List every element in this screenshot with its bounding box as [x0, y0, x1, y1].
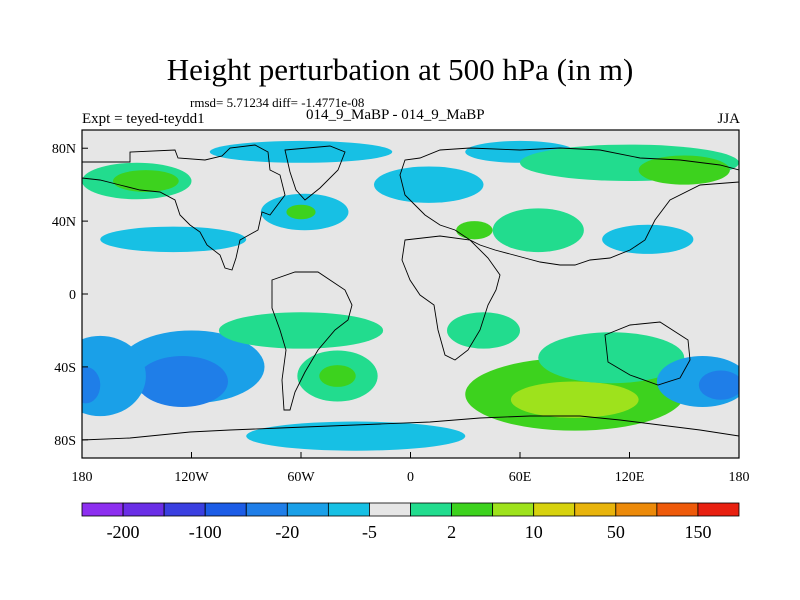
- colorbar-label: -5: [362, 522, 377, 542]
- colorbar-label: 50: [607, 522, 625, 542]
- contour-region-11: [492, 208, 584, 253]
- colorbar: -200 -100 -20 -5 2 10 50 150: [81, 502, 740, 542]
- colorbar-swatch-6: [327, 502, 370, 517]
- contour-region-14: [136, 355, 228, 407]
- colorbar-swatch-13: [615, 502, 658, 517]
- contour-region-18: [82, 335, 146, 417]
- season-label: JJA: [717, 111, 740, 127]
- colorbar-swatch-0: [81, 502, 124, 517]
- coastline-antarctica: [82, 415, 739, 441]
- contour-region-22: [510, 381, 639, 418]
- colorbar-label: 2: [447, 522, 456, 542]
- contour-region-2: [113, 170, 179, 192]
- contour-fill: [82, 140, 739, 451]
- contour-region-26: [246, 421, 466, 451]
- colorbar-swatch-7: [369, 502, 411, 517]
- contour-region-0: [209, 140, 393, 163]
- stats-label: rmsd= 5.71234 diff= -1.4771e-08: [190, 95, 365, 110]
- colorbar-swatch-5: [286, 502, 329, 517]
- coastline-africa: [401, 235, 501, 361]
- coastline-eurasia: [399, 147, 739, 266]
- contour-region-19: [82, 366, 101, 404]
- coastlines: [82, 144, 739, 441]
- contour-region-4: [286, 204, 316, 220]
- contour-region-12: [602, 224, 694, 254]
- lon-tick-label: 60W: [287, 470, 315, 485]
- colorbar-swatch-3: [204, 502, 247, 517]
- colorbar-swatch-11: [533, 502, 576, 517]
- map-area: [82, 130, 739, 458]
- contour-region-9: [638, 155, 730, 185]
- coastline-south-america: [271, 271, 353, 411]
- colorbar-swatch-2: [163, 502, 206, 517]
- colorbar-swatch-1: [122, 502, 165, 517]
- colorbar-label: -200: [107, 522, 140, 542]
- colorbar-swatch-9: [451, 502, 494, 517]
- contour-region-15: [218, 312, 384, 349]
- colorbar-swatch-10: [492, 502, 535, 517]
- lon-tick-label: 120E: [615, 470, 645, 485]
- coastline-greenland: [284, 145, 346, 201]
- case-label: 014_9_MaBP - 014_9_MaBP: [306, 107, 485, 123]
- axis-ticks: 80N 40N 0 40S 80S 180 120W 60W 0 60E 120E 180: [52, 142, 750, 485]
- colorbar-label: -20: [275, 522, 299, 542]
- colorbar-swatch-14: [656, 502, 699, 517]
- coastline-north-america: [82, 144, 286, 271]
- lat-tick-label: 40N: [52, 215, 76, 230]
- lon-tick-label: 120W: [174, 470, 209, 485]
- lat-tick-label: 40S: [54, 361, 76, 376]
- colorbar-label: 150: [684, 522, 711, 542]
- lon-tick-label: 180: [729, 470, 750, 485]
- colorbar-swatch-15: [697, 502, 740, 517]
- lon-tick-label: 60E: [509, 470, 532, 485]
- lat-tick-label: 0: [69, 288, 76, 303]
- experiment-label: Expt = teyed-teydd1: [82, 111, 205, 127]
- contour-region-23: [538, 332, 685, 384]
- colorbar-label: -100: [189, 522, 222, 542]
- contour-region-25: [698, 370, 739, 400]
- lon-tick-label: 180: [72, 470, 93, 485]
- contour-region-6: [374, 166, 484, 203]
- contour-region-17: [319, 365, 356, 387]
- contour-region-20: [447, 312, 520, 349]
- colorbar-swatch-8: [410, 502, 452, 517]
- colorbar-swatch-12: [574, 502, 617, 517]
- coastline-australia: [604, 321, 691, 386]
- colorbar-swatch-4: [245, 502, 288, 517]
- contour-region-5: [100, 226, 247, 253]
- lat-tick-label: 80N: [52, 142, 76, 157]
- lon-tick-label: 0: [407, 470, 414, 485]
- plot-title: Height perturbation at 500 hPa (in m): [166, 52, 634, 87]
- colorbar-label: 10: [525, 522, 543, 542]
- contour-region-10: [456, 221, 493, 240]
- lat-tick-label: 80S: [54, 434, 76, 449]
